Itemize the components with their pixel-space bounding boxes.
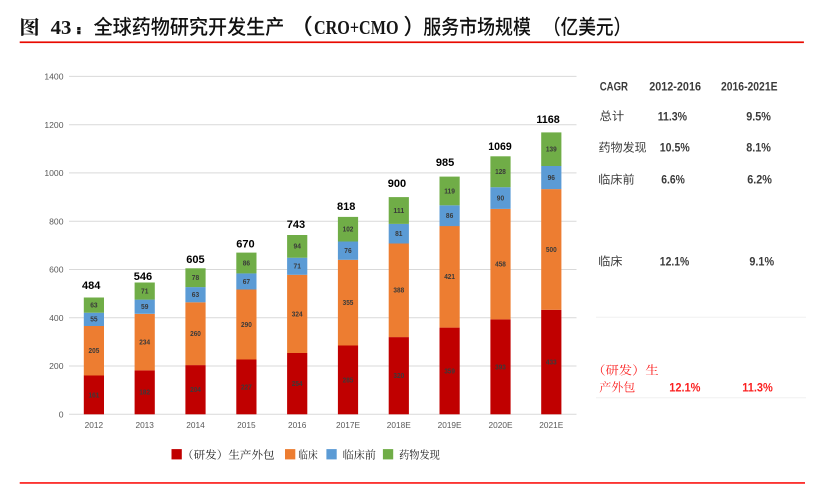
svg-text:6.6%: 6.6% — [661, 173, 685, 187]
svg-text:254: 254 — [292, 379, 304, 388]
svg-text:90: 90 — [497, 193, 504, 202]
svg-text:128: 128 — [495, 167, 506, 176]
svg-text:2014: 2014 — [186, 420, 205, 430]
svg-text:71: 71 — [294, 262, 301, 271]
svg-text:78: 78 — [192, 273, 199, 282]
svg-text:205: 205 — [89, 346, 100, 355]
svg-text:2012: 2012 — [85, 420, 104, 430]
svg-text:182: 182 — [139, 388, 150, 397]
svg-text:818: 818 — [337, 201, 355, 213]
svg-text:388: 388 — [393, 286, 404, 295]
svg-text:96: 96 — [548, 173, 555, 182]
svg-text:11.3%: 11.3% — [658, 109, 688, 123]
svg-text:393: 393 — [495, 362, 506, 371]
svg-text:161: 161 — [89, 390, 100, 399]
svg-text:1200: 1200 — [44, 120, 63, 130]
svg-text:500: 500 — [546, 245, 557, 254]
svg-text:10.5%: 10.5% — [660, 141, 690, 155]
svg-text:12.1%: 12.1% — [669, 381, 701, 395]
svg-text:2021E: 2021E — [539, 420, 563, 430]
svg-text:CAGR: CAGR — [600, 79, 629, 93]
svg-text:605: 605 — [186, 254, 204, 266]
svg-text:63: 63 — [90, 301, 97, 310]
svg-text:234: 234 — [139, 338, 151, 347]
svg-text:111: 111 — [393, 206, 404, 215]
svg-text:2013: 2013 — [135, 420, 154, 430]
svg-text:433: 433 — [546, 357, 557, 366]
svg-text:2016-2021E: 2016-2021E — [721, 79, 778, 93]
svg-text:119: 119 — [444, 186, 455, 195]
svg-text:227: 227 — [241, 382, 252, 391]
svg-text:11.3%: 11.3% — [742, 381, 773, 395]
svg-text:1400: 1400 — [44, 72, 63, 82]
svg-text:484: 484 — [82, 280, 101, 292]
svg-text:139: 139 — [546, 145, 557, 154]
svg-text:2019E: 2019E — [438, 420, 462, 430]
svg-text:2015: 2015 — [237, 420, 256, 430]
svg-text:94: 94 — [294, 242, 302, 251]
svg-text:102: 102 — [343, 225, 354, 234]
svg-text:81: 81 — [395, 229, 402, 238]
svg-text:260: 260 — [190, 329, 201, 338]
svg-text:2020E: 2020E — [489, 420, 513, 430]
svg-text:400: 400 — [49, 313, 64, 323]
svg-text:359: 359 — [444, 366, 455, 375]
svg-text:546: 546 — [134, 271, 152, 283]
svg-text:458: 458 — [495, 260, 506, 269]
svg-text:0: 0 — [59, 409, 64, 419]
svg-text:55: 55 — [90, 315, 97, 324]
svg-text:204: 204 — [190, 385, 202, 394]
svg-text:324: 324 — [292, 309, 304, 318]
svg-text:76: 76 — [344, 246, 351, 255]
svg-text:12.1%: 12.1% — [660, 255, 690, 269]
svg-text:86: 86 — [243, 258, 250, 267]
svg-text:9.1%: 9.1% — [749, 255, 774, 269]
svg-text:1168: 1168 — [536, 114, 559, 126]
svg-text:9.5%: 9.5% — [746, 109, 771, 123]
svg-text:421: 421 — [444, 272, 455, 281]
svg-text:355: 355 — [343, 298, 354, 307]
svg-text:63: 63 — [192, 290, 199, 299]
svg-text:6.2%: 6.2% — [747, 173, 772, 187]
svg-text:2018E: 2018E — [387, 420, 411, 430]
svg-text:59: 59 — [141, 302, 148, 311]
svg-text:200: 200 — [49, 361, 64, 371]
svg-text:800: 800 — [49, 216, 64, 226]
svg-text:670: 670 — [236, 238, 254, 250]
svg-text:900: 900 — [388, 178, 406, 190]
svg-text:1069: 1069 — [488, 141, 511, 153]
svg-text:86: 86 — [446, 211, 453, 220]
svg-text:8.1%: 8.1% — [746, 141, 771, 155]
svg-text:1000: 1000 — [44, 168, 63, 178]
svg-text:67: 67 — [243, 277, 250, 286]
svg-text:CRO+CMO: CRO+CMO — [314, 17, 399, 39]
svg-text:71: 71 — [141, 287, 148, 296]
svg-text:985: 985 — [436, 157, 454, 169]
svg-text:290: 290 — [241, 320, 252, 329]
svg-text:2016: 2016 — [288, 420, 307, 430]
svg-text:600: 600 — [49, 265, 64, 275]
svg-text:320: 320 — [393, 371, 404, 380]
svg-text:2012-2016: 2012-2016 — [649, 79, 701, 93]
svg-text:43: 43 — [51, 17, 72, 39]
svg-text:743: 743 — [287, 219, 305, 231]
svg-text:2017E: 2017E — [336, 420, 360, 430]
svg-text:285: 285 — [343, 375, 354, 384]
